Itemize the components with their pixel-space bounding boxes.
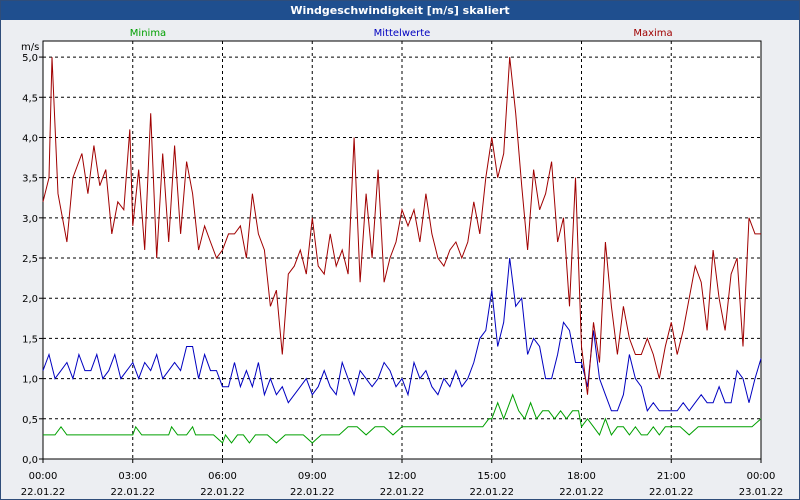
window-title: Windgeschwindigkeit [m/s] skaliert (1, 1, 799, 20)
x-tick-date-label: 22.01.22 (21, 487, 66, 498)
x-axis: 00:00 22.01.22 03:00 22.01.22 06:00 22.01.22 0… (21, 459, 784, 498)
x-tick-time-label: 21:00 (657, 471, 686, 482)
x-tick-date-label: 22.01.22 (380, 487, 425, 498)
legend-item-maxima: Maxima (633, 28, 672, 39)
x-tick-time-label: 18:00 (567, 471, 596, 482)
x-tick-date-label: 22.01.22 (110, 487, 155, 498)
y-tick-label: 1,0 (22, 375, 38, 386)
legend-item-minima: Minima (130, 28, 166, 39)
x-tick-time-label: 12:00 (388, 471, 417, 482)
x-tick-time-label: 15:00 (477, 471, 506, 482)
legend-item-mittelwerte: Mittelwerte (374, 28, 431, 39)
series-line-maxima (42, 57, 761, 395)
x-tick-time-label: 09:00 (298, 471, 327, 482)
x-tick-date-label: 23.01.22 (739, 487, 784, 498)
y-tick-label: 1,5 (22, 334, 38, 345)
y-tick-label: 4,0 (22, 133, 38, 144)
y-tick-label: 4,5 (22, 93, 38, 104)
series-line-mittelwerte (42, 257, 762, 412)
x-tick-date-label: 22.01.22 (469, 487, 514, 498)
y-tick-label: 0,5 (22, 415, 38, 426)
x-tick-date-label: 22.01.22 (290, 487, 335, 498)
y-tick-label: 2,0 (22, 294, 38, 305)
y-tick-label: 5,0 (22, 53, 38, 64)
x-tick-time-label: 00:00 (747, 471, 776, 482)
x-tick-time-label: 06:00 (208, 471, 237, 482)
x-tick-time-label: 00:00 (29, 471, 58, 482)
x-tick-time-label: 03:00 (118, 471, 147, 482)
y-tick-label: 3,0 (22, 214, 38, 225)
x-tick-date-label: 22.01.22 (559, 487, 604, 498)
y-axis: 0,0 0,5 1,0 1,5 2,0 2,5 3,0 3,5 4,0 4,5 5,0 (22, 53, 43, 466)
y-axis-unit-label: m/s (21, 42, 39, 53)
series-lines (42, 57, 762, 444)
y-tick-label: 3,5 (22, 174, 38, 185)
x-tick-date-label: 22.01.22 (649, 487, 694, 498)
y-tick-label: 0,0 (22, 455, 38, 466)
grid-lines (43, 41, 761, 459)
y-tick-label: 2,5 (22, 254, 38, 265)
legend: Minima Mittelwerte Maxima (130, 28, 673, 39)
x-tick-date-label: 22.01.22 (200, 487, 245, 498)
series-line-minima (43, 393, 762, 444)
